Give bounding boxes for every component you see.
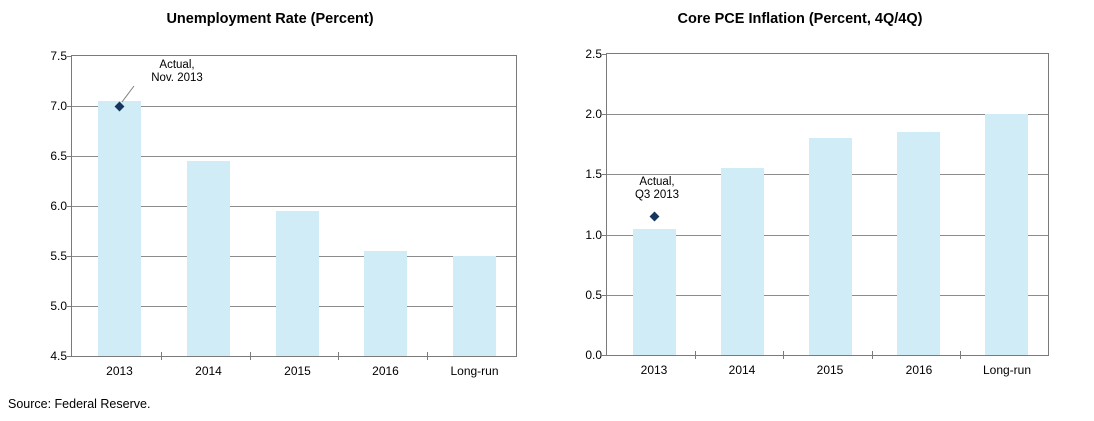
annotation-label: Actual, Nov. 2013 bbox=[129, 59, 225, 85]
y-axis-tick-mark bbox=[602, 235, 607, 236]
bar-2016 bbox=[364, 251, 407, 356]
y-axis-tick-label: 0.5 bbox=[585, 288, 602, 302]
x-axis-tick-mark bbox=[250, 352, 251, 360]
gridline bbox=[607, 114, 1048, 115]
category-label-2015: 2015 bbox=[816, 363, 844, 377]
bar-2014 bbox=[187, 161, 230, 356]
bar-2013 bbox=[633, 229, 676, 355]
x-axis-tick-mark bbox=[783, 351, 784, 359]
category-label-2014: 2014 bbox=[195, 364, 222, 378]
actual-value-point bbox=[649, 211, 660, 222]
y-axis-tick-mark bbox=[602, 295, 607, 296]
y-axis-tick-label: 6.5 bbox=[50, 149, 67, 163]
x-axis-tick-mark bbox=[872, 351, 873, 359]
category-label-long-run: Long-run bbox=[982, 363, 1032, 377]
x-axis-tick-mark bbox=[427, 352, 428, 360]
y-axis-tick-mark bbox=[602, 114, 607, 115]
y-axis-tick-mark bbox=[67, 156, 72, 157]
y-axis-tick-label: 2.0 bbox=[585, 107, 602, 121]
y-axis-tick-label: 4.5 bbox=[50, 349, 67, 363]
plot-area: 4.5 5.0 5.5 6.0 6.5 7.0 7.5 2013 2014 2015 2016 Lon… bbox=[50, 49, 517, 378]
chart-title: Core PCE Inflation (Percent, 4Q/4Q) bbox=[677, 11, 923, 27]
y-axis-tick-mark bbox=[67, 256, 72, 257]
category-label-long-run: Long-run bbox=[450, 364, 499, 378]
source-note: Source: Federal Reserve. bbox=[8, 397, 151, 411]
y-axis-tick-label: 0.0 bbox=[585, 348, 602, 362]
gridline bbox=[72, 106, 516, 107]
category-label-2013: 2013 bbox=[640, 363, 668, 377]
bar-2014 bbox=[721, 168, 764, 355]
bar-2015 bbox=[276, 211, 319, 356]
y-axis-tick-mark bbox=[67, 306, 72, 307]
bar-2013 bbox=[98, 101, 141, 356]
annotation-label: Actual, Q3 2013 bbox=[609, 176, 705, 202]
annotation-label-line: Nov. 2013 bbox=[151, 72, 203, 84]
bar-2016 bbox=[897, 132, 940, 355]
category-label-2013: 2013 bbox=[106, 364, 133, 378]
y-axis-tick-mark bbox=[67, 206, 72, 207]
y-axis-tick-label: 2.5 bbox=[585, 47, 602, 61]
gridline bbox=[72, 206, 516, 207]
chart-title: Unemployment Rate (Percent) bbox=[166, 11, 374, 27]
annotation-label-line: Actual, bbox=[159, 59, 195, 71]
y-axis-tick-label: 7.5 bbox=[50, 49, 67, 63]
y-axis-tick-label: 7.0 bbox=[50, 99, 67, 113]
category-label-2014: 2014 bbox=[728, 363, 756, 377]
y-axis-tick-label: 5.0 bbox=[50, 299, 67, 313]
plot-area: 0.0 0.5 1.0 1.5 2.0 2.5 2013 2014 2015 2016 Long-r… bbox=[585, 47, 1049, 377]
category-label-2015: 2015 bbox=[284, 364, 311, 378]
x-axis-tick-mark bbox=[338, 352, 339, 360]
annotation-label-line: Q3 2013 bbox=[634, 189, 680, 201]
y-axis-tick-mark bbox=[602, 355, 607, 356]
y-axis-tick-mark bbox=[67, 56, 72, 57]
x-axis-tick-mark bbox=[695, 351, 696, 359]
category-label-2016: 2016 bbox=[905, 363, 933, 377]
x-axis-tick-mark bbox=[960, 351, 961, 359]
y-axis-tick-label: 5.5 bbox=[50, 249, 67, 263]
y-axis-tick-mark bbox=[67, 356, 72, 357]
x-axis-tick-mark bbox=[161, 352, 162, 360]
y-axis-tick-label: 6.0 bbox=[50, 199, 67, 213]
y-axis-tick-mark bbox=[602, 54, 607, 55]
bar-long-run bbox=[985, 114, 1028, 355]
bar-2015 bbox=[809, 138, 852, 355]
y-axis-tick-mark bbox=[602, 174, 607, 175]
gridline bbox=[72, 156, 516, 157]
bar-long-run bbox=[453, 256, 496, 356]
annotation-label-line: Actual, bbox=[639, 176, 675, 188]
category-label-2016: 2016 bbox=[372, 364, 399, 378]
y-axis-tick-mark bbox=[67, 106, 72, 107]
y-axis-tick-label: 1.5 bbox=[585, 167, 602, 181]
y-axis-tick-label: 1.0 bbox=[585, 228, 602, 242]
